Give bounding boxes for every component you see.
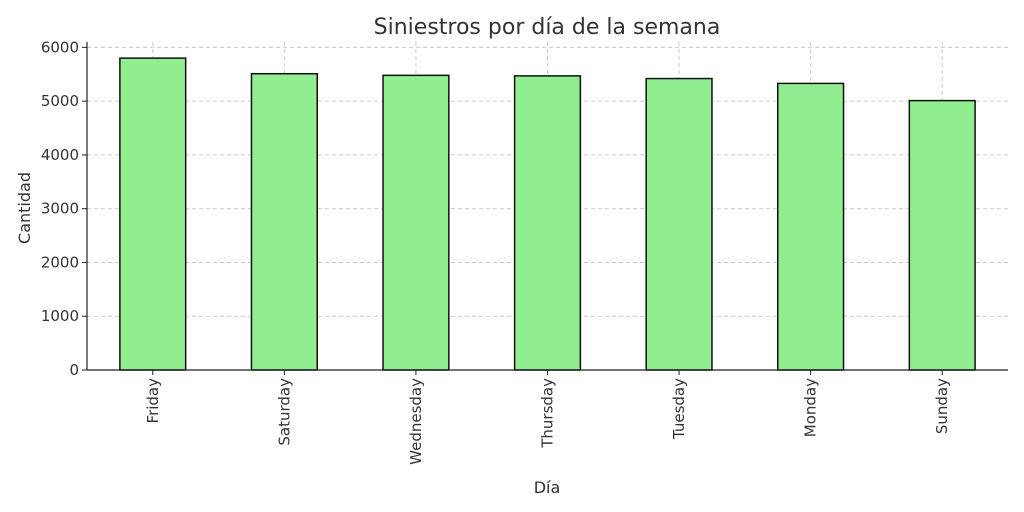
x-ticks: Friday Saturday Wednesday Thursday Tuesday Mo… — [144, 370, 951, 465]
y-tick-label: 1000 — [41, 307, 79, 325]
x-tick-label: Monday — [802, 378, 820, 437]
y-tick-label: 4000 — [41, 146, 79, 164]
chart-title: Siniestros por día de la semana — [374, 15, 721, 40]
x-tick-label: Sunday — [933, 378, 951, 434]
bar-wednesday — [382, 74, 450, 371]
y-tick-label: 6000 — [41, 38, 79, 56]
bar-friday — [119, 57, 187, 371]
x-tick-label: Wednesday — [407, 378, 425, 465]
bar-monday — [777, 82, 845, 371]
x-tick-label: Saturday — [275, 378, 293, 446]
bars — [119, 57, 976, 371]
y-tick-label: 5000 — [41, 92, 79, 110]
bar-saturday — [250, 72, 318, 371]
bar-sunday — [908, 99, 976, 371]
x-tick-label: Tuesday — [670, 378, 688, 440]
y-ticks: 0 1000 2000 3000 4000 5000 6000 — [41, 38, 87, 379]
y-tick-label: 0 — [69, 361, 79, 379]
bar-thursday — [513, 75, 582, 371]
x-tick-label: Thursday — [539, 378, 557, 449]
bar-tuesday — [645, 77, 713, 371]
x-axis-label: Día — [534, 478, 561, 497]
x-tick-label: Friday — [144, 378, 162, 424]
y-tick-label: 3000 — [41, 200, 79, 218]
y-axis-label: Cantidad — [15, 172, 34, 244]
y-tick-label: 2000 — [41, 253, 79, 271]
